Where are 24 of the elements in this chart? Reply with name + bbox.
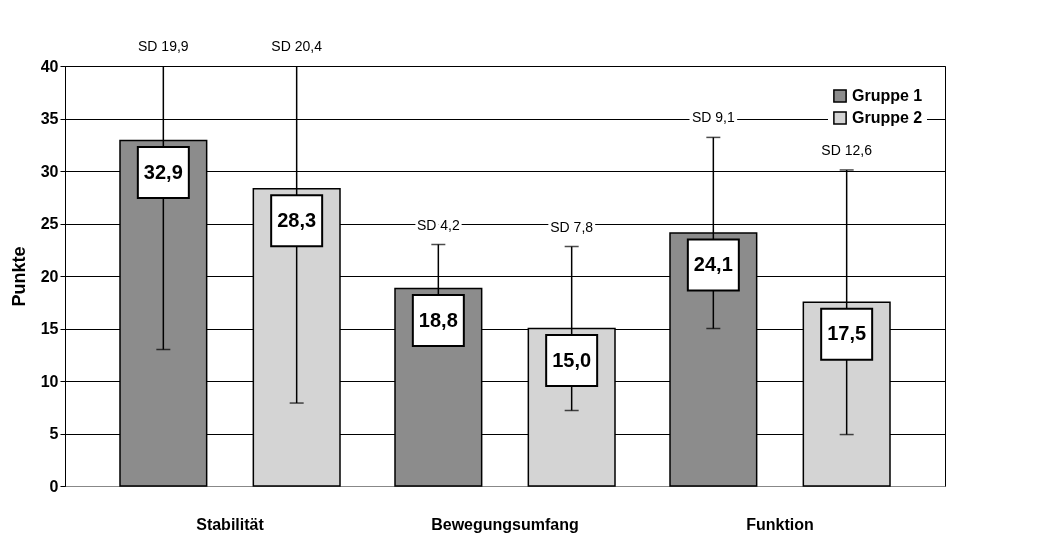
- y-tick-label: 35: [40, 110, 59, 127]
- data-label: 24,1: [693, 252, 733, 275]
- y-tick-label: 0: [49, 477, 59, 495]
- y-tick-label: 30: [40, 162, 59, 180]
- data-label: 32,9: [143, 160, 183, 183]
- data-label: 28,3: [277, 208, 317, 231]
- text: SD 20,4: [271, 38, 323, 54]
- data-label: 15,0: [552, 348, 592, 371]
- text: SD 19,9: [138, 38, 189, 54]
- y-axis-title: Punkte: [8, 246, 29, 307]
- y-tick-label: 40: [40, 57, 59, 75]
- x-tick-label: Bewegungsumfang: [431, 515, 579, 533]
- data-label: 17,5: [827, 322, 867, 345]
- legend-label: Gruppe 2: [852, 109, 923, 126]
- x-tick-label: Stabilität: [196, 515, 265, 533]
- y-tick-label: 10: [40, 372, 59, 390]
- legend-label: Gruppe 1: [852, 87, 923, 104]
- x-tick-label: Funktion: [746, 515, 814, 533]
- annotation: SD 12,6: [821, 141, 873, 158]
- y-tick-label: 20: [40, 267, 59, 285]
- data-label: 18,8: [418, 308, 458, 331]
- y-tick-label: 5: [49, 425, 59, 442]
- y-tick-label: 15: [40, 320, 59, 337]
- y-tick-label: 25: [40, 215, 59, 232]
